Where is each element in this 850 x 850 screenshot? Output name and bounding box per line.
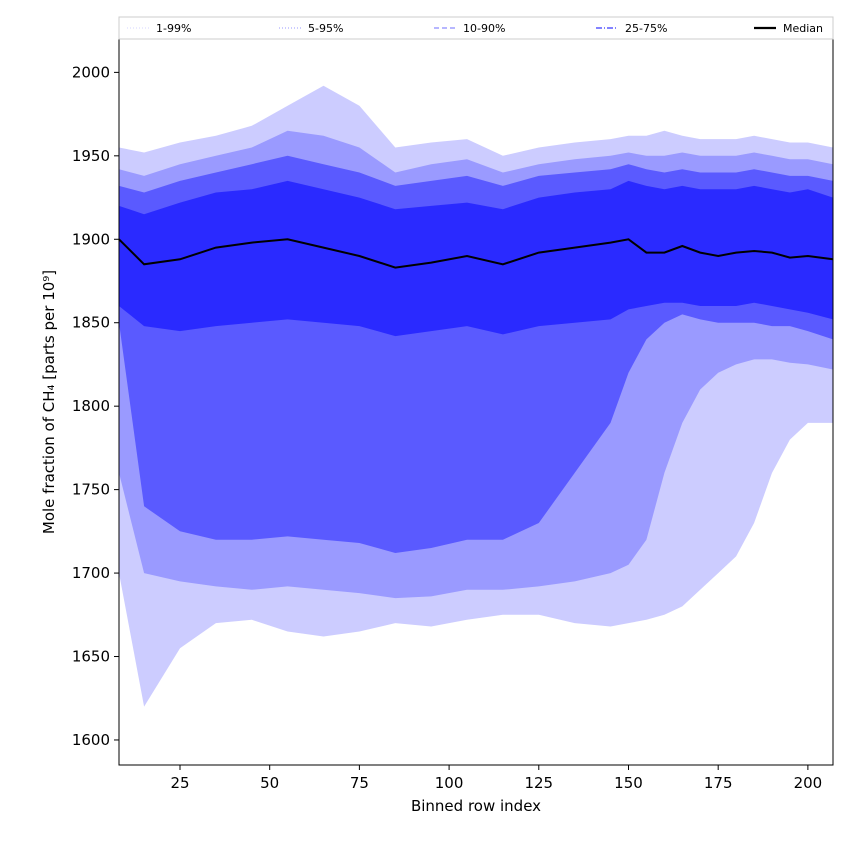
x-tick-label: 50: [260, 774, 279, 792]
y-axis-title: Mole fraction of CH₄ [parts per 10⁹]: [40, 270, 58, 534]
y-tick-label: 1900: [72, 230, 110, 248]
legend-label: 1-99%: [156, 22, 191, 35]
x-tick-label: 125: [524, 774, 553, 792]
y-tick-label: 1800: [72, 397, 110, 415]
x-ticks: 25 50 75 100 125 150 175 200: [170, 765, 822, 792]
legend-label: 10-90%: [463, 22, 505, 35]
legend-label: Median: [783, 22, 823, 35]
y-tick-label: 1950: [72, 147, 110, 165]
legend-label: 5-95%: [308, 22, 343, 35]
y-tick-label: 1750: [72, 481, 110, 499]
legend: 1-99% 5-95% 10-90% 25-75% Median: [118, 16, 834, 40]
legend-frame: [118, 16, 834, 40]
x-tick-label: 25: [170, 774, 189, 792]
x-tick-label: 175: [704, 774, 733, 792]
y-tick-label: 1600: [72, 731, 110, 749]
y-tick-label: 2000: [72, 63, 110, 81]
y-ticks: 1600 1650 1700 1750 1800 1850 1900 1950 2000: [72, 63, 119, 749]
bands-layer: [119, 85, 833, 707]
legend-label: 25-75%: [625, 22, 667, 35]
x-tick-label: 200: [794, 774, 823, 792]
y-tick-label: 1850: [72, 314, 110, 332]
x-tick-label: 75: [350, 774, 369, 792]
x-tick-label: 100: [435, 774, 464, 792]
x-axis-title: Binned row index: [411, 797, 541, 815]
median-line: [118, 238, 834, 269]
median-layer: [118, 238, 834, 269]
y-tick-label: 1650: [72, 648, 110, 666]
x-tick-label: 150: [614, 774, 643, 792]
y-tick-label: 1700: [72, 564, 110, 582]
